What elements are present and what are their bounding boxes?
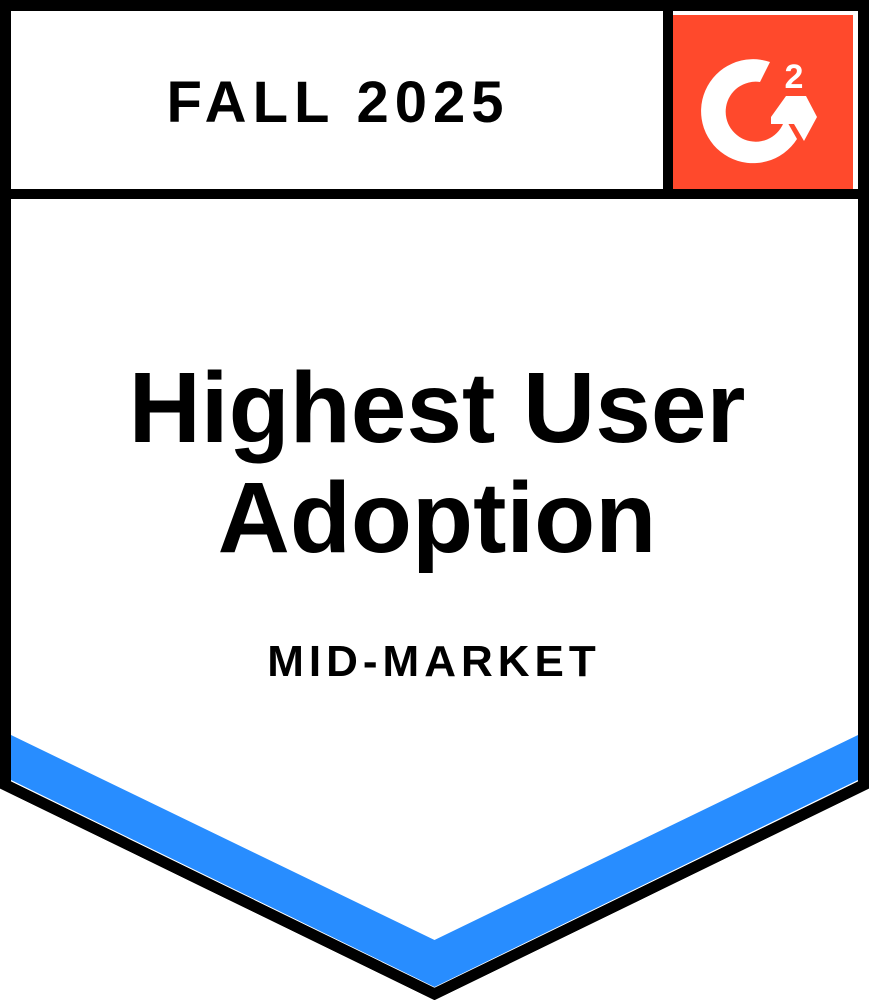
logo-divider	[663, 5, 673, 195]
award-title-line2: Adoption	[218, 462, 657, 574]
season-label: FALL 2025	[166, 70, 509, 135]
badge-outline-bottom	[0, 780, 869, 1000]
svg-text:2: 2	[785, 58, 804, 96]
accent-band	[11, 735, 858, 987]
segment-label: MID-MARKET	[267, 637, 601, 686]
award-title-line1: Highest User	[129, 352, 746, 464]
g2-logo-icon: 2	[701, 58, 817, 164]
header-divider	[5, 189, 864, 199]
g2-logo-box	[673, 15, 853, 189]
